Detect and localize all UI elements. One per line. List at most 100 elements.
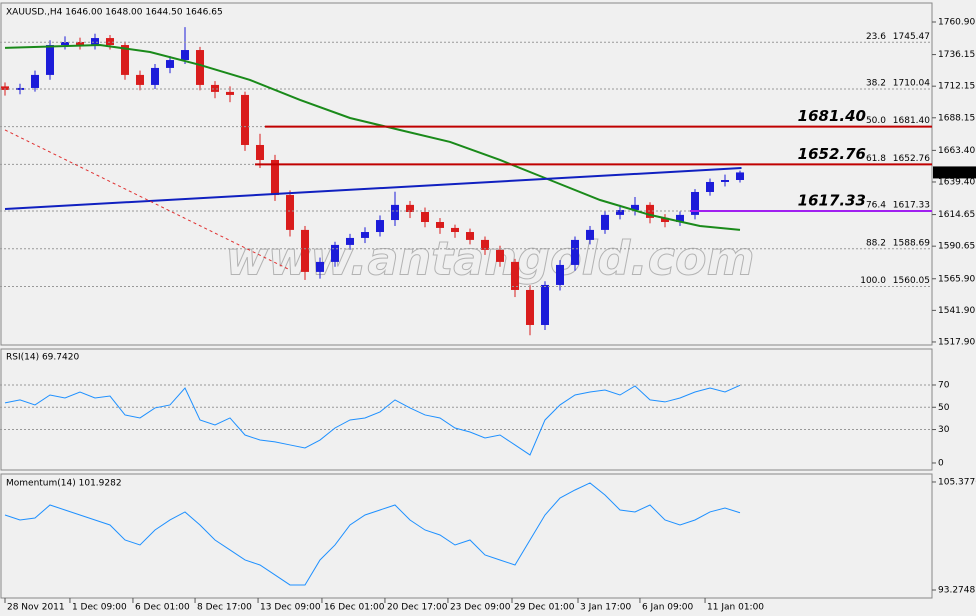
- y-tick-label: 0: [938, 458, 944, 468]
- x-tick-label: 23 Dec 09:00: [450, 603, 511, 613]
- y-tick-label: 1736.15: [938, 50, 975, 60]
- price-box: [933, 166, 976, 179]
- candle-body: [600, 214, 609, 230]
- candle-body: [195, 50, 204, 85]
- x-tick-label: 8 Dec 17:00: [197, 603, 252, 613]
- key-level-label: 1617.33: [798, 192, 866, 210]
- candle-body: [330, 244, 339, 262]
- fib-ratio: 23.6: [866, 32, 886, 42]
- candle-body: [165, 60, 174, 68]
- candle-body: [510, 261, 519, 290]
- candle-body: [360, 232, 369, 238]
- candle-body: [345, 237, 354, 245]
- candle-body: [585, 229, 594, 240]
- candle-body: [480, 239, 489, 250]
- candle-body: [150, 67, 159, 85]
- x-tick-label: 6 Dec 01:00: [135, 603, 190, 613]
- candle-body: [525, 289, 534, 325]
- candle-body: [375, 220, 384, 233]
- candle-body: [630, 204, 639, 211]
- overlay-line: [4, 129, 291, 271]
- x-tick-label: 6 Jan 09:00: [642, 603, 694, 613]
- candle-body: [30, 74, 39, 88]
- x-tick-label: 20 Dec 17:00: [387, 603, 448, 613]
- fib-ratio: 76.4: [866, 201, 886, 211]
- candle-body: [90, 38, 99, 46]
- candle-body: [255, 144, 264, 160]
- fib-price: 1588.69: [893, 238, 930, 248]
- candle-body: [45, 45, 54, 75]
- fib-price: 1710.04: [893, 78, 930, 88]
- y-tick-label: 1590.65: [938, 242, 975, 252]
- candle-body: [390, 204, 399, 221]
- rsi-title: RSI(14) 69.7420: [6, 353, 79, 363]
- candle-body: [0, 86, 9, 90]
- x-tick-label: 29 Dec 01:00: [514, 603, 575, 613]
- candle-body: [300, 229, 309, 272]
- y-tick-label: 1614.65: [938, 210, 975, 220]
- candle-body: [75, 42, 84, 46]
- fib-ratio: 100.0: [860, 276, 886, 286]
- watermark: www.antangold.com: [225, 232, 754, 286]
- y-tick-label: 1688.15: [938, 113, 975, 123]
- momentum-panel: [0, 473, 933, 599]
- y-tick-label: 1712.15: [938, 82, 975, 92]
- candle-body: [660, 217, 669, 223]
- y-tick-label: 1663.40: [938, 146, 975, 156]
- main-panel: [0, 2, 933, 346]
- x-tick-label: 13 Dec 09:00: [260, 603, 321, 613]
- candle-body: [105, 38, 114, 46]
- candle-body: [570, 239, 579, 265]
- fib-ratio: 61.8: [866, 154, 886, 164]
- y-tick-label: 70: [938, 380, 950, 390]
- x-tick-label: 3 Jan 17:00: [580, 603, 632, 613]
- y-tick-label: 1541.90: [938, 306, 975, 316]
- price-box-label: 1646.65: [937, 168, 974, 178]
- fib-price: 1745.47: [893, 32, 930, 42]
- overlay-line: [4, 44, 741, 231]
- y-tick-label: 105.3776: [938, 477, 976, 487]
- candle-body: [540, 284, 549, 325]
- fib-ratio: 88.2: [866, 238, 886, 248]
- candle-body: [720, 180, 729, 182]
- candle-body: [270, 159, 279, 196]
- x-tick-label: 16 Dec 01:00: [324, 603, 385, 613]
- candle-body: [735, 172, 744, 181]
- indicator-line: [4, 482, 741, 586]
- fib-ratio: 38.2: [866, 78, 886, 88]
- y-tick-label: 1760.90: [938, 17, 975, 27]
- candle-body: [705, 181, 714, 192]
- candle-body: [315, 261, 324, 272]
- candle-body: [210, 84, 219, 92]
- candle-body: [675, 214, 684, 223]
- key-level-label: 1652.76: [798, 145, 866, 163]
- candle-body: [405, 204, 414, 213]
- x-tick-label: 11 Jan 01:00: [707, 603, 764, 613]
- fib-price: 1681.40: [893, 116, 930, 126]
- indicator-line: [4, 384, 741, 456]
- candle-body: [60, 42, 69, 46]
- candle-body: [555, 264, 564, 285]
- x-tick-label: 28 Nov 2011: [7, 603, 65, 613]
- candle-body: [450, 227, 459, 233]
- candle-body: [465, 232, 474, 240]
- y-tick-label: 1517.90: [938, 337, 975, 347]
- fib-price: 1652.76: [893, 154, 930, 164]
- candle-body: [135, 74, 144, 85]
- y-tick-label: 1639.40: [938, 177, 975, 187]
- key-level-label: 1681.40: [798, 107, 866, 125]
- candle-body: [495, 249, 504, 262]
- y-tick-label: 1565.90: [938, 274, 975, 284]
- y-tick-label: 93.2748: [938, 586, 975, 596]
- y-tick-label: 50: [938, 403, 950, 413]
- fib-price: 1560.05: [893, 276, 930, 286]
- momentum-title: Momentum(14) 101.9282: [6, 479, 122, 489]
- rsi-panel: [0, 348, 933, 471]
- fib-price: 1617.33: [893, 201, 930, 211]
- candle-body: [435, 222, 444, 228]
- candle-body: [285, 195, 294, 230]
- fib-ratio: 50.0: [866, 116, 886, 126]
- candle-body: [225, 91, 234, 95]
- candle-body: [690, 191, 699, 215]
